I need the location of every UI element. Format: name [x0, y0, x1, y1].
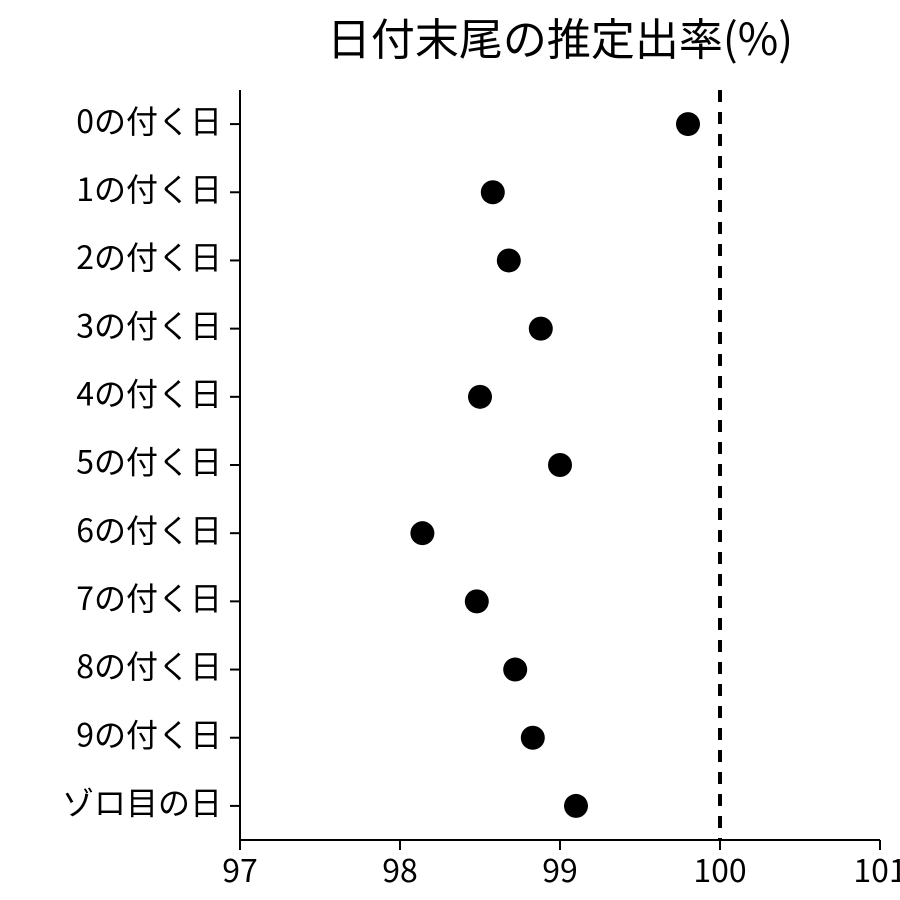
dot-plot-chart: 日付末尾の推定出率(%) 0の付く日 1の付く日 2の付く日 3の付く日 4の付く日 5の付…	[0, 0, 900, 900]
y-tick-label: 6の付く日	[76, 506, 222, 552]
data-point	[529, 317, 553, 341]
y-tick-label: 5の付く日	[76, 438, 222, 484]
data-point	[548, 453, 572, 477]
data-point	[468, 385, 492, 409]
chart-title: 日付末尾の推定出率(%)	[327, 4, 793, 68]
data-point	[503, 658, 527, 682]
data-point	[465, 589, 489, 613]
y-tick-label: 3の付く日	[76, 301, 222, 347]
data-point	[410, 521, 434, 545]
data-point	[481, 180, 505, 204]
y-tick-label: 2の付く日	[76, 233, 222, 279]
y-tick-label: 9の付く日	[76, 710, 222, 756]
y-tick-label: 1の付く日	[76, 165, 222, 211]
x-tick-label: 99	[542, 846, 578, 892]
y-tick-label: ゾロ目の日	[62, 779, 222, 825]
x-tick-label: 100	[693, 846, 746, 892]
data-point	[676, 112, 700, 136]
data-point	[497, 248, 521, 272]
y-tick-label: 4の付く日	[76, 370, 222, 416]
x-tick-label: 98	[382, 846, 418, 892]
y-tick-label: 0の付く日	[76, 97, 222, 143]
x-tick-label: 97	[222, 846, 258, 892]
y-tick-label: 8の付く日	[76, 642, 222, 688]
data-point	[564, 794, 588, 818]
y-tick-label: 7の付く日	[76, 574, 222, 620]
data-point	[521, 726, 545, 750]
x-tick-label: 101	[853, 846, 900, 892]
